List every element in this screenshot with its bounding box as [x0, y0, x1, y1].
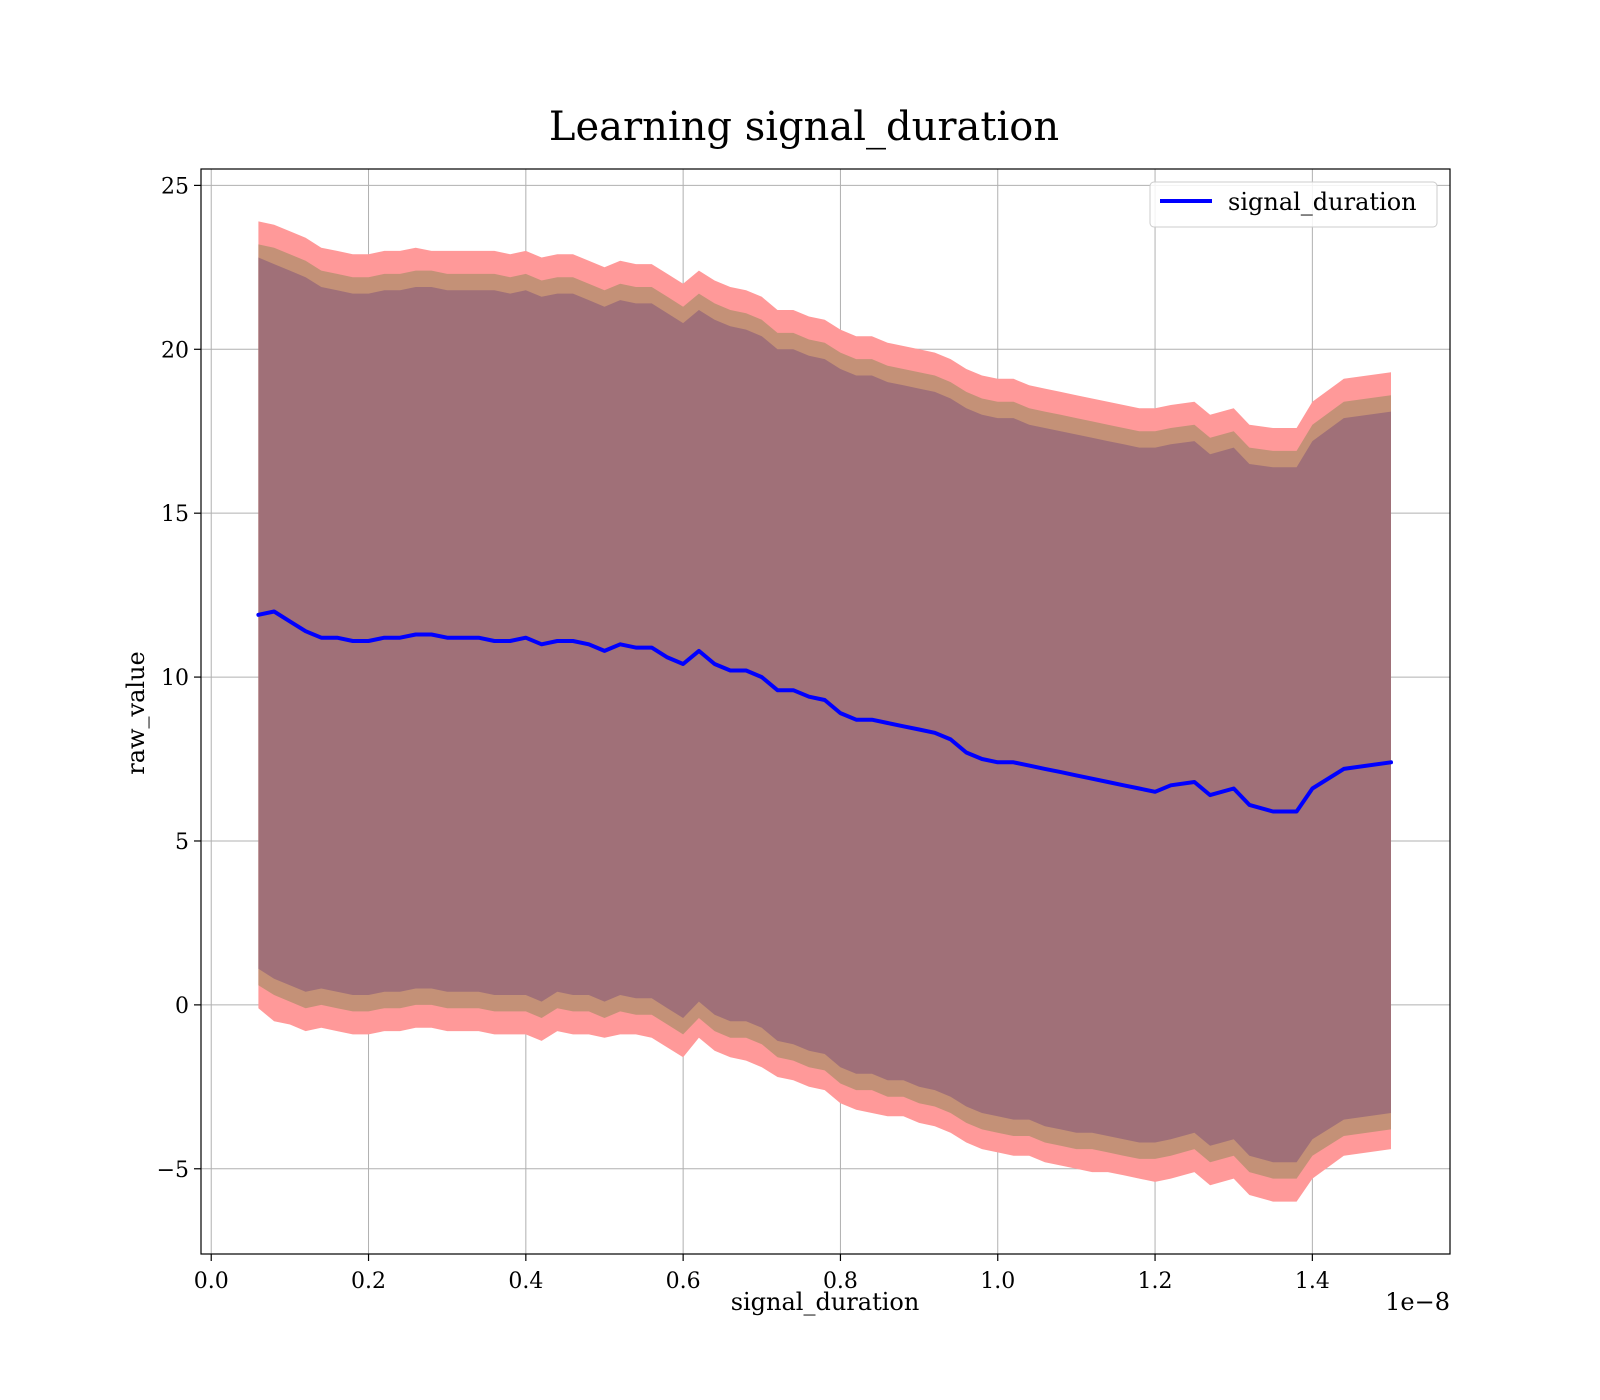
legend-label-signal-duration: signal_duration — [1228, 188, 1417, 216]
y-tick-label-1: 0 — [175, 994, 189, 1019]
y-axis: −5 0 5 10 15 20 25 — [157, 174, 201, 1183]
legend: signal_duration — [1149, 181, 1438, 228]
x-tick-label-2: 0.4 — [508, 1269, 543, 1294]
confidence-bands — [258, 221, 1391, 1202]
chart-title: Learning signal_duration — [549, 104, 1059, 150]
x-tick-label-0: 0.0 — [194, 1269, 229, 1294]
x-tick-label-4: 0.8 — [823, 1269, 858, 1294]
x-axis-scale-label: 1e−8 — [1385, 1288, 1450, 1316]
y-tick-label-6: 25 — [161, 174, 189, 199]
y-tick-label-3: 10 — [161, 666, 189, 691]
plot-frame — [200, 168, 1451, 1255]
x-axis: 0.0 0.2 0.4 0.6 0.8 1.0 1.2 1.4 — [194, 1254, 1330, 1294]
x-tick-label-3: 0.6 — [666, 1269, 701, 1294]
series-layer — [256, 609, 1393, 814]
x-tick-label-5: 1.0 — [980, 1269, 1015, 1294]
y-tick-label-5: 20 — [161, 338, 189, 363]
x-tick-label-1: 0.2 — [351, 1269, 386, 1294]
legend-frame — [1149, 181, 1438, 228]
x-tick-label-6: 1.2 — [1138, 1269, 1173, 1294]
x-axis-label: signal_duration — [731, 1288, 920, 1316]
band-inner — [258, 257, 1391, 1163]
x-tick-label-7: 1.4 — [1295, 1269, 1330, 1294]
y-axis-label: raw_value — [122, 651, 150, 775]
y-tick-label-2: 5 — [175, 830, 189, 855]
series-line-signal-duration — [256, 609, 1393, 814]
y-tick-label-0: −5 — [157, 1158, 189, 1183]
y-tick-label-4: 15 — [161, 502, 189, 527]
